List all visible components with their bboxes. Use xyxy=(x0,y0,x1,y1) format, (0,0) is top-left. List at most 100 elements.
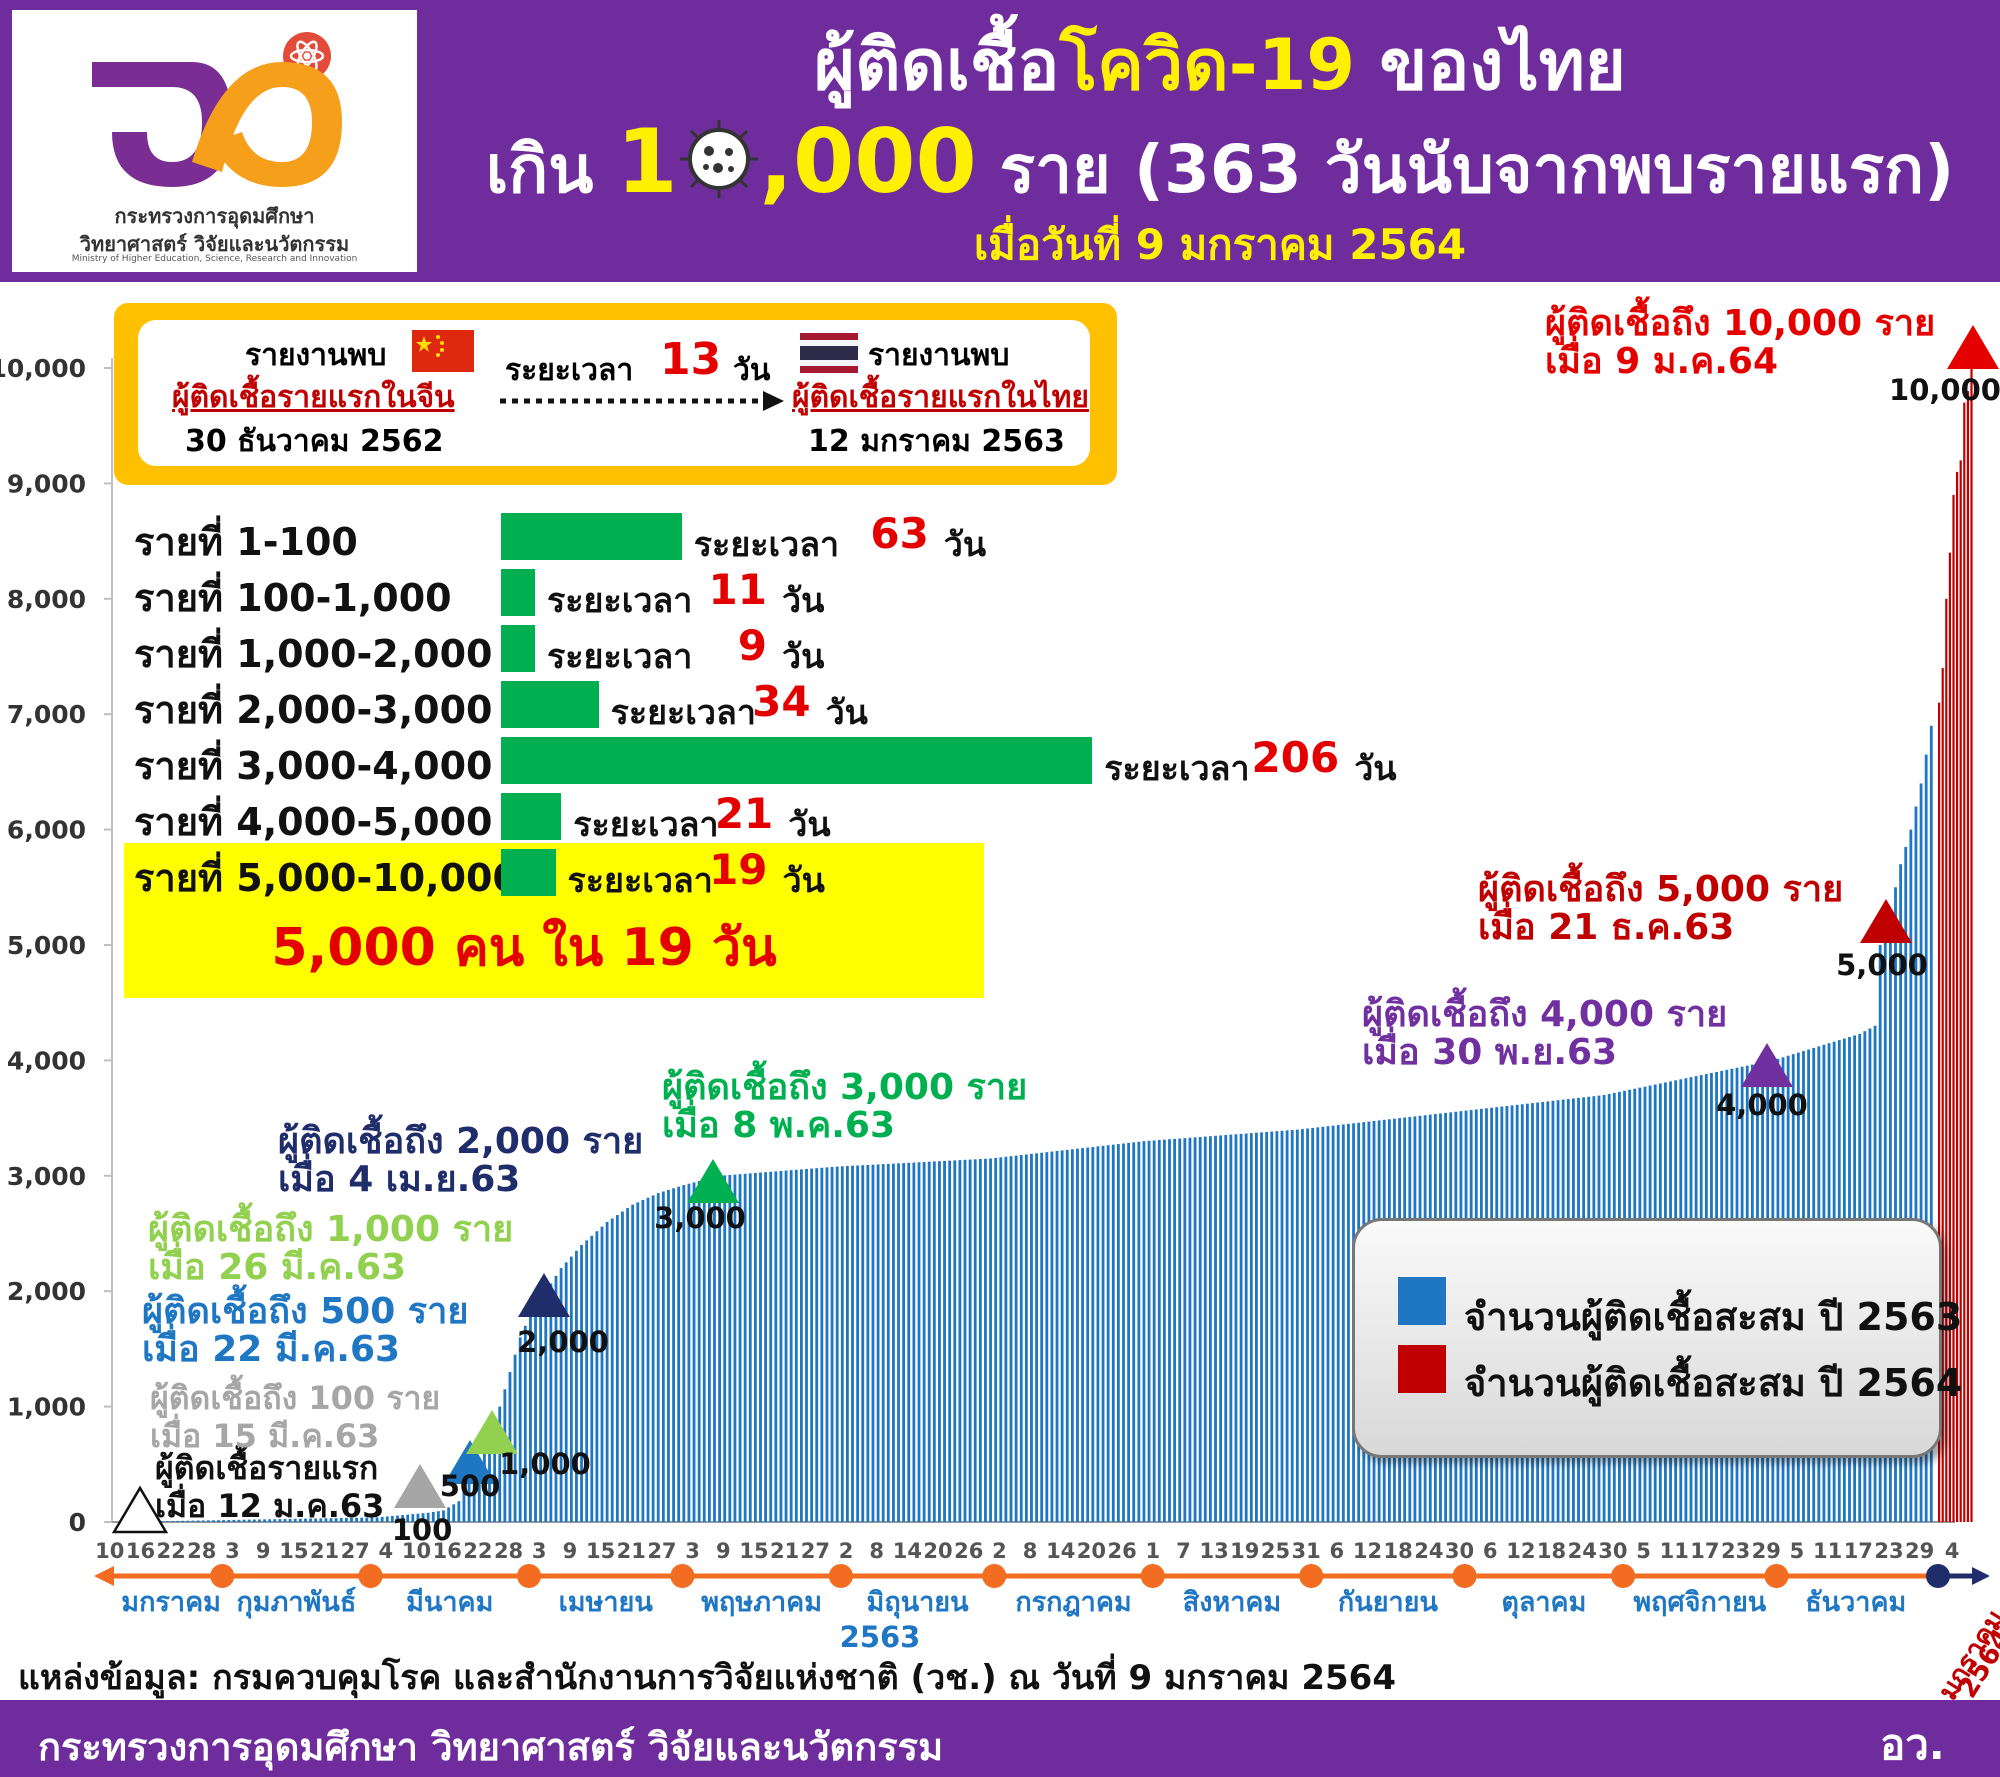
bar-2563 xyxy=(702,1179,706,1522)
bar-2563 xyxy=(166,1521,169,1522)
x-day-label: 9 xyxy=(563,1539,578,1563)
x-month-label: พฤศจิกายน xyxy=(1633,1587,1766,1618)
bar-2563 xyxy=(621,1211,624,1522)
milestone-annotation-line1: ผู้ติดเชื้อรายแรก xyxy=(155,1449,379,1487)
x-day-label: 4 xyxy=(379,1539,394,1563)
x-month-label: ตุลาคม xyxy=(1501,1587,1586,1619)
bar-2564 xyxy=(1959,460,1962,1522)
bar-2563 xyxy=(1894,887,1897,1522)
bar-2563 xyxy=(994,1157,998,1522)
bar-2563 xyxy=(1888,910,1892,1522)
thai-first-case-label: ผู้ติดเชื้อรายแรกในไทย xyxy=(792,380,1089,415)
bar-2563 xyxy=(615,1215,619,1522)
x-day-label: 26 xyxy=(954,1539,983,1563)
segment-days-unit: วัน xyxy=(782,637,825,677)
milestone-annotation-line1: ผู้ติดเชื้อถึง 500 ราย xyxy=(142,1291,469,1332)
bar-2563 xyxy=(1019,1155,1023,1522)
x-day-label: 1 xyxy=(1145,1539,1160,1563)
segment-days-unit: วัน xyxy=(825,693,868,733)
gap-days-unit: วัน xyxy=(733,353,771,388)
bar-2563 xyxy=(1122,1143,1125,1522)
x-day-label: 2 xyxy=(992,1539,1007,1563)
month-boundary-dot xyxy=(1452,1564,1477,1588)
bar-2563 xyxy=(682,1185,686,1522)
milestone-marker-icon xyxy=(444,1440,496,1484)
bar-2563 xyxy=(1316,1127,1320,1522)
month-boundary-dot xyxy=(828,1564,853,1588)
bar-2563 xyxy=(769,1171,773,1522)
bar-2563 xyxy=(963,1159,967,1522)
milestone-annotation-line2: เมื่อ 12 ม.ค.63 xyxy=(155,1487,385,1525)
segment-period-label: ระยะเวลา xyxy=(573,805,719,845)
bar-2563 xyxy=(329,1518,333,1522)
milestone-annotation-line2: เมื่อ 30 พ.ย.63 xyxy=(1362,1032,1618,1073)
bar-2563 xyxy=(242,1519,246,1522)
bar-2563 xyxy=(917,1162,921,1522)
bar-2563 xyxy=(1111,1144,1115,1522)
thai-report-label: รายงานพบ xyxy=(868,338,1010,373)
first-case-box-inner xyxy=(138,320,1090,466)
bar-2563 xyxy=(1249,1133,1253,1522)
legend-label-2563: จำนวนผู้ติดเชื้อสะสม ปี 2563 xyxy=(1464,1295,1963,1339)
bar-2563 xyxy=(293,1518,297,1522)
logo-name-th-2: วิทยาศาสตร์ วิจัยและนวัตกรรม xyxy=(79,232,350,256)
bar-2563 xyxy=(922,1161,926,1522)
x-day-label: 31 xyxy=(1292,1539,1321,1563)
bar-2563 xyxy=(600,1226,604,1522)
bar-2563 xyxy=(978,1159,982,1522)
x-month-label: กันยายน xyxy=(1338,1587,1439,1618)
bar-2563 xyxy=(575,1250,578,1522)
bar-2563 xyxy=(892,1163,895,1522)
x-month-label: มกราคม xyxy=(121,1587,221,1618)
x-day-label: 13 xyxy=(1199,1539,1228,1563)
bar-2563 xyxy=(984,1158,987,1522)
bar-2563 xyxy=(1244,1133,1248,1522)
x-day-label: 18 xyxy=(1537,1539,1566,1563)
bar-2563 xyxy=(846,1166,849,1522)
bar-2563 xyxy=(764,1172,768,1522)
page-subtitle: เกิน 1 ,000 ราย (363 วันนับจากพบรายแรก) xyxy=(440,112,2000,220)
bar-2563 xyxy=(1024,1154,1028,1522)
bar-2563 xyxy=(840,1166,844,1522)
milestone-annotation-line2: เมื่อ 9 ม.ค.64 xyxy=(1545,341,1779,382)
bar-2563 xyxy=(416,1513,420,1522)
bar-2563 xyxy=(493,1418,497,1522)
bar-2563 xyxy=(789,1170,793,1522)
bar-2563 xyxy=(938,1161,941,1522)
highlight-message: 5,000 คน ใน 19 วัน xyxy=(271,918,777,978)
segment-days-unit: วัน xyxy=(1354,749,1397,789)
bar-2563 xyxy=(452,1504,456,1522)
bar-2564 xyxy=(1941,668,1944,1522)
x-month-label: มีนาคม xyxy=(406,1587,493,1618)
bar-2564 xyxy=(1966,391,1969,1523)
x-day-label: 6 xyxy=(1330,1539,1345,1563)
bar-2563 xyxy=(580,1245,583,1522)
milestone-marker-icon xyxy=(518,1273,570,1317)
milestone-marker-icon xyxy=(687,1159,739,1203)
bar-2563 xyxy=(447,1507,451,1522)
bar-2563 xyxy=(656,1193,660,1522)
y-tick-label: 5,000 xyxy=(7,931,86,960)
bar-2563 xyxy=(426,1512,430,1522)
x-day-label: 21 xyxy=(617,1539,646,1563)
y-tick-label: 8,000 xyxy=(7,585,86,614)
bar-2563 xyxy=(1091,1146,1095,1522)
bar-2563 xyxy=(953,1160,957,1522)
x-day-label: 27 xyxy=(647,1539,676,1563)
bar-2563 xyxy=(1336,1125,1340,1522)
bar-2563 xyxy=(1162,1139,1166,1522)
segment-duration-bar xyxy=(501,625,535,672)
y-tick-label: 6,000 xyxy=(7,816,86,845)
year-2563-label: 2563 xyxy=(840,1620,921,1654)
bar-2563 xyxy=(1285,1130,1289,1522)
bar-2563 xyxy=(278,1519,282,1522)
subtitle-part-a: เกิน xyxy=(485,131,594,208)
legend-swatch-2563 xyxy=(1398,1277,1446,1325)
milestone-marker-icon xyxy=(1741,1043,1793,1087)
bar-2563 xyxy=(523,1325,527,1522)
milestone-level-label: 500 xyxy=(440,1469,501,1503)
milestone-level-label: 3,000 xyxy=(654,1201,746,1235)
bar-2563 xyxy=(212,1520,215,1522)
milestone-level-label: 5,000 xyxy=(1836,948,1928,982)
gap-period-label: ระยะเวลา xyxy=(505,353,634,388)
